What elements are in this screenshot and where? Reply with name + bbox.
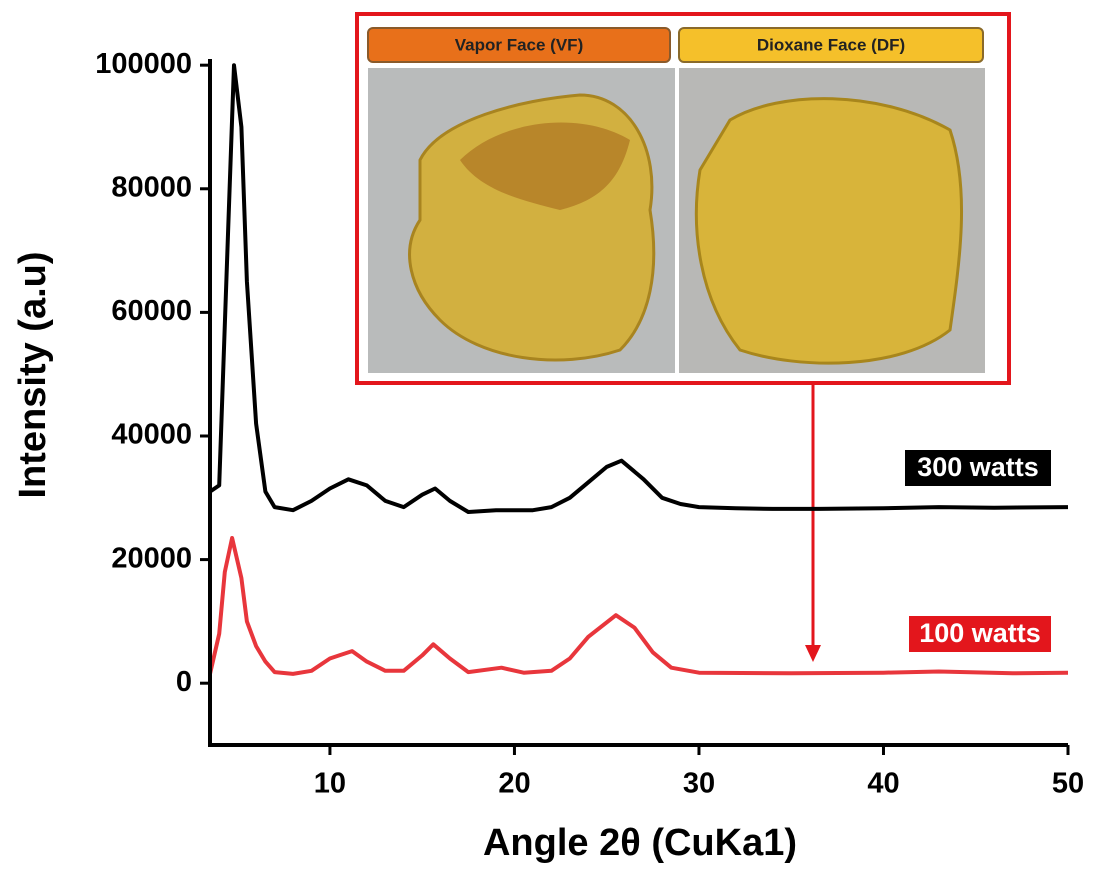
y-tick-label: 40000 bbox=[111, 419, 192, 451]
series-label: 300 watts bbox=[917, 452, 1039, 482]
x-tick-label: 50 bbox=[1052, 768, 1084, 800]
chart: Angle 2θ (CuKa1) Intensity (a.u) Vapor F… bbox=[0, 0, 1096, 878]
arrow-head bbox=[805, 645, 821, 662]
series-label: 100 watts bbox=[919, 618, 1041, 648]
inset: Vapor Face (VF) Dioxane Face (DF) bbox=[357, 14, 1009, 383]
x-tick-label: 10 bbox=[314, 768, 346, 800]
y-tick-label: 20000 bbox=[111, 542, 192, 574]
x-axis-label: Angle 2θ (CuKa1) bbox=[483, 822, 797, 864]
line bbox=[210, 538, 1068, 674]
x-tick-label: 30 bbox=[683, 768, 715, 800]
y-axis-label: Intensity (a.u) bbox=[12, 251, 54, 498]
y-tick-label: 100000 bbox=[95, 48, 192, 80]
x-tick-label: 40 bbox=[867, 768, 899, 800]
y-tick-label: 0 bbox=[176, 666, 192, 698]
tab-label: Dioxane Face (DF) bbox=[757, 35, 905, 54]
film bbox=[696, 99, 961, 364]
x-tick-label: 20 bbox=[498, 768, 530, 800]
tab-label: Vapor Face (VF) bbox=[455, 35, 583, 54]
y-tick-label: 80000 bbox=[111, 171, 192, 203]
y-tick-label: 60000 bbox=[111, 295, 192, 327]
